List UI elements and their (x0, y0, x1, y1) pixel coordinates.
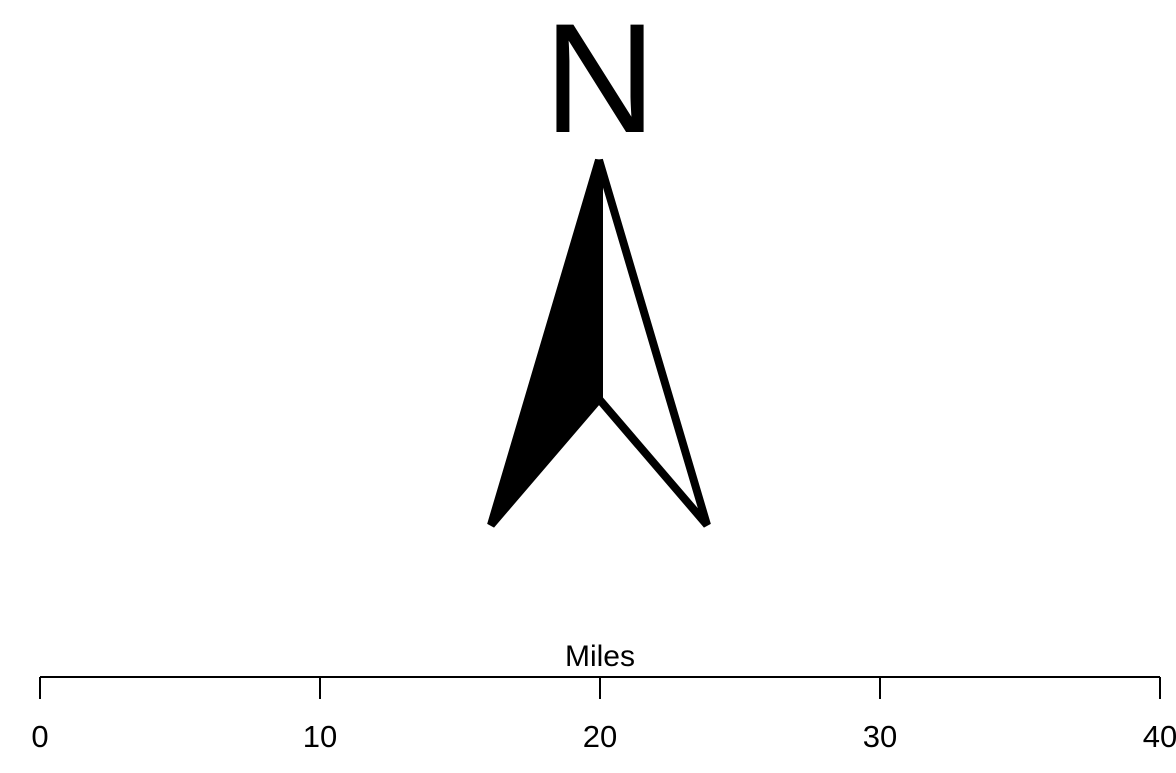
north-label: N (544, 0, 657, 166)
scale-bar-ticks: 0 10 20 30 40 (31, 677, 1176, 754)
scale-bar-tick-label: 20 (583, 719, 617, 754)
scale-bar-title: Miles (565, 640, 635, 673)
north-arrow-icon (487, 158, 711, 528)
scale-bar-tick-label: 10 (303, 719, 337, 754)
north-arrow-left-half (487, 158, 603, 528)
scale-bar-tick-label: 40 (1143, 719, 1176, 754)
north-arrow-right-half (595, 158, 711, 528)
scale-bar-tick-label: 30 (863, 719, 897, 754)
scale-bar-tick-label: 0 (31, 719, 48, 754)
scale-bar: Miles 0 10 20 30 40 (31, 640, 1176, 754)
